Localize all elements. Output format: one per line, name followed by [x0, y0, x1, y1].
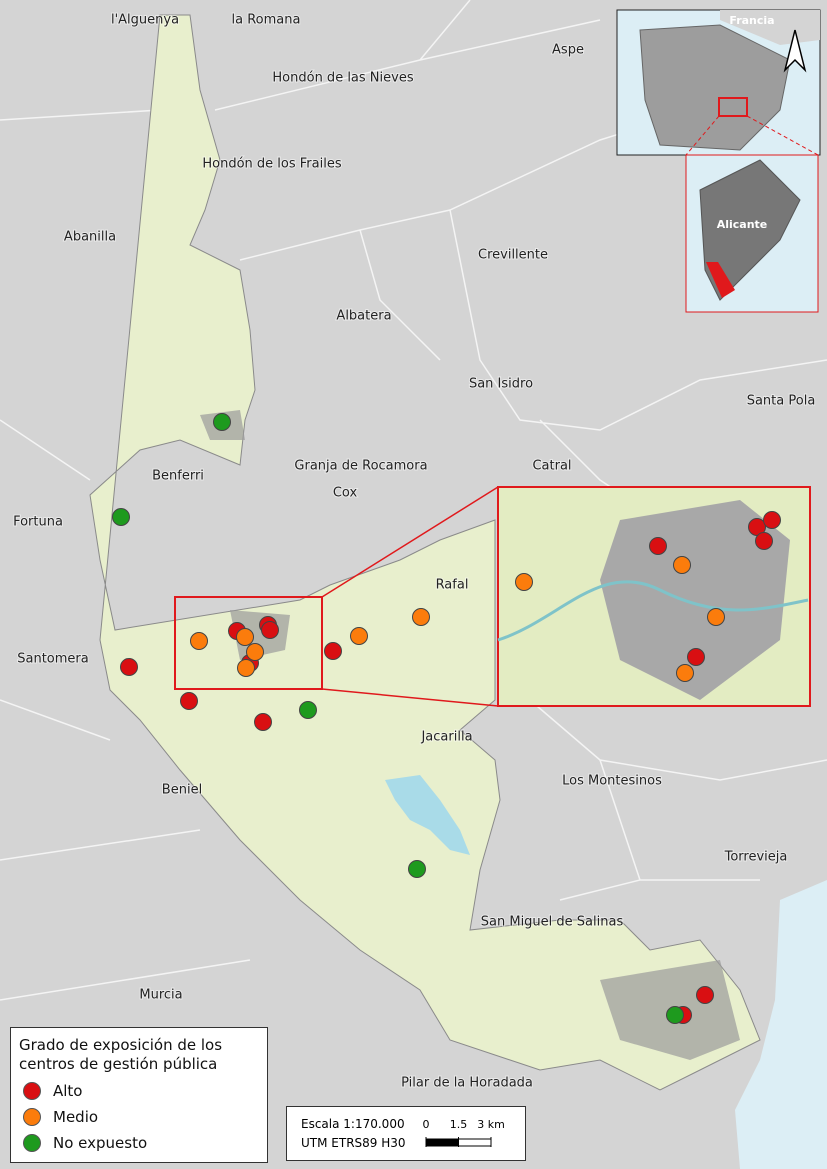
place-label: Torrevieja — [724, 850, 788, 865]
center-marker — [408, 860, 426, 878]
legend: Grado de exposición de los centros de ge… — [10, 1027, 268, 1163]
scale-tick-label: 3 km — [477, 1118, 505, 1131]
center-marker — [676, 664, 694, 682]
study-area — [89, 14, 761, 1091]
place-label: Cox — [333, 486, 358, 501]
center-marker — [190, 632, 208, 650]
inset-country: Francia — [729, 14, 774, 27]
location-frame — [718, 97, 748, 117]
scale-title: Escala 1:170.000 — [301, 1117, 405, 1131]
legend-label: Alto — [53, 1082, 83, 1100]
center-marker — [246, 643, 264, 661]
place-label: Abanilla — [64, 230, 116, 245]
center-marker — [180, 692, 198, 710]
spain — [639, 24, 791, 151]
place-label: Beniel — [162, 783, 202, 798]
province-highlight — [706, 262, 735, 298]
center-marker — [236, 628, 254, 646]
place-label: Pilar de la Horadada — [401, 1076, 533, 1091]
center-marker — [120, 658, 138, 676]
place-label: Murcia — [139, 988, 182, 1003]
place-label: San Isidro — [469, 377, 533, 392]
place-label: Rafal — [436, 578, 469, 593]
scale-box: Escala 1:170.000 UTM ETRS89 H30 0 1.5 3 km — [286, 1106, 526, 1161]
scale-tick-label: 1.5 — [450, 1118, 468, 1131]
place-label: Catral — [532, 459, 571, 474]
center-marker — [707, 608, 725, 626]
center-marker — [213, 413, 231, 431]
center-marker — [763, 511, 781, 529]
inset-province: Alicante — [717, 218, 768, 231]
legend-label: Medio — [53, 1108, 99, 1126]
place-label: Hondón de las Nieves — [272, 71, 413, 86]
center-marker — [696, 986, 714, 1004]
center-marker — [673, 556, 691, 574]
north-arrow — [783, 29, 807, 73]
markers — [112, 413, 781, 1024]
legend-swatch — [23, 1134, 41, 1152]
sea — [735, 880, 827, 1169]
center-marker — [299, 701, 317, 719]
scale-segment — [458, 1138, 492, 1147]
center-marker — [412, 608, 430, 626]
scale-tick-label: 0 — [423, 1118, 430, 1131]
place-label: Los Montesinos — [562, 774, 662, 789]
province — [699, 159, 801, 301]
place-label: l'Alguenya — [111, 13, 179, 28]
zoom-urban — [600, 500, 790, 700]
center-marker — [237, 659, 255, 677]
center-marker — [350, 627, 368, 645]
legend-swatch — [23, 1108, 41, 1126]
place-label: Benferri — [152, 469, 204, 484]
location-connector — [685, 115, 819, 156]
reservoir — [385, 775, 470, 855]
legend-swatch — [23, 1082, 41, 1100]
place-label: Aspe — [552, 43, 584, 58]
place-label: Santa Pola — [747, 394, 816, 409]
scale-segment — [425, 1138, 459, 1147]
center-marker — [112, 508, 130, 526]
place-label: Albatera — [336, 309, 391, 324]
center-marker — [254, 713, 272, 731]
scale-bar: 0 1.5 3 km — [423, 1118, 505, 1147]
center-marker — [666, 1006, 684, 1024]
place-label: Crevillente — [478, 248, 548, 263]
zoom-river — [497, 580, 809, 642]
legend-item: Alto — [19, 1078, 259, 1104]
legend-title: Grado de exposición de los centros de ge… — [19, 1036, 223, 1073]
zoom-connector — [321, 486, 499, 707]
place-label: la Romana — [232, 13, 301, 28]
center-marker — [687, 648, 705, 666]
municipal-borders — [0, 0, 827, 1001]
zoom-frame — [174, 596, 323, 690]
center-marker — [755, 532, 773, 550]
place-labels: l'Alguenya la Romana Aspe Hondón de las Nie… — [12, 12, 816, 1092]
legend-items: Alto Medio No expuesto — [19, 1078, 259, 1156]
legend-item: No expuesto — [19, 1130, 259, 1156]
place-label: Granja de Rocamora — [294, 459, 427, 474]
legend-item: Medio — [19, 1104, 259, 1130]
scale-crs: UTM ETRS89 H30 — [301, 1136, 406, 1150]
center-marker — [324, 642, 342, 660]
center-marker — [261, 621, 279, 639]
center-marker — [515, 573, 533, 591]
place-label: San Miguel de Salinas — [481, 915, 624, 930]
legend-label: No expuesto — [53, 1134, 148, 1152]
place-label: Jacarilla — [420, 730, 472, 745]
place-label: Hondón de los Frailes — [202, 157, 341, 172]
center-marker — [649, 537, 667, 555]
place-label: Fortuna — [13, 515, 63, 530]
place-label: Santomera — [17, 652, 88, 667]
